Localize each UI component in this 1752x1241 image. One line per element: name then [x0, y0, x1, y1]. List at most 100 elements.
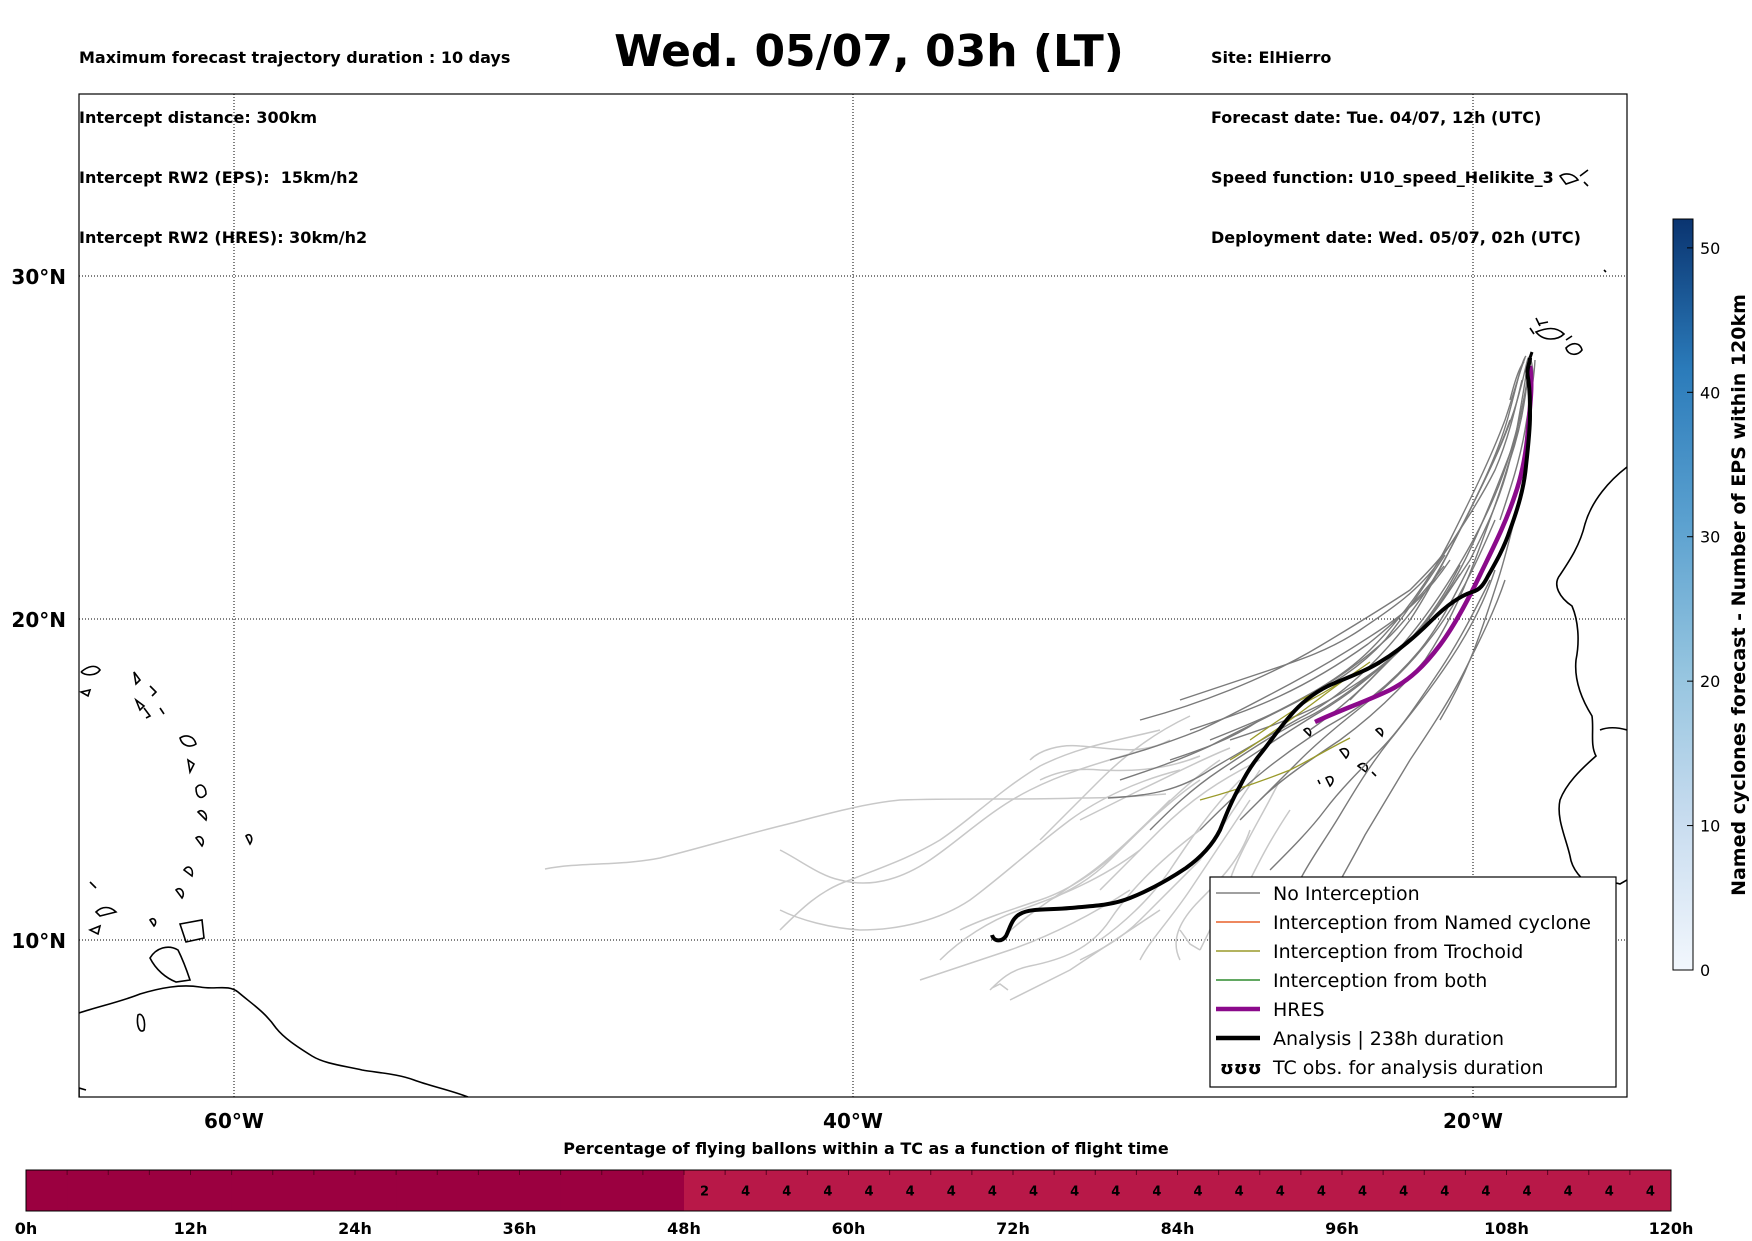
legend-label: Interception from both — [1273, 970, 1487, 992]
colorbar-tick-label: 30 — [1700, 528, 1720, 547]
header-right-line: Forecast date: Tue. 04/07, 12h (UTC) — [1211, 108, 1542, 127]
timebar-cell — [190, 1170, 233, 1211]
map-content: No Interception Interception from Named c… — [79, 94, 1627, 1097]
timebar-cell — [1300, 1170, 1343, 1211]
header-left-line: Intercept RW2 (EPS): 15km/h2 — [79, 168, 359, 187]
timebar-cell — [478, 1170, 520, 1211]
header-right-line: Speed function: U10_speed_Helikite_3 — [1211, 168, 1554, 187]
lon-label: 40°W — [823, 1109, 883, 1133]
timebar-cell — [355, 1170, 397, 1211]
timebar-cell — [1177, 1170, 1220, 1211]
timebar-cell-value: 4 — [947, 1185, 956, 1200]
timebar-tick-label: 12h — [174, 1219, 208, 1238]
timebar-cell-value: 4 — [906, 1185, 915, 1200]
timebar-cell — [889, 1170, 932, 1211]
timebar-cell-value: 4 — [1276, 1185, 1285, 1200]
header-left-line: Intercept RW2 (HRES): 30km/h2 — [79, 228, 368, 247]
lon-label: 20°W — [1443, 1109, 1503, 1133]
timebar-cell — [725, 1170, 767, 1211]
timebar-cell-value: 4 — [865, 1185, 874, 1200]
header-right: Site: ElHierro Forecast date: Tue. 04/07… — [1211, 8, 1581, 268]
legend-label: HRES — [1273, 999, 1325, 1021]
timebar-cell — [766, 1170, 808, 1211]
timebar-cell — [1095, 1170, 1137, 1211]
timebar-cell — [1383, 1170, 1425, 1211]
timebar-cell — [231, 1170, 274, 1211]
timebar-cell-value: 4 — [1235, 1185, 1244, 1200]
timebar-tick-label: 120h — [1649, 1219, 1694, 1238]
timebar-cell — [1136, 1170, 1178, 1211]
timebar-cell-value: 4 — [823, 1185, 832, 1200]
lon-label: 60°W — [204, 1109, 264, 1133]
timebar-cell-value: 4 — [1070, 1185, 1079, 1200]
timebar-cell — [642, 1170, 685, 1211]
timebar-cell — [560, 1170, 603, 1211]
legend-label: Analysis | 238h duration — [1273, 1028, 1504, 1050]
timebar-cell — [26, 1170, 68, 1211]
timebar: 2 4 4 4 4 4 4 4 4 4 4 4 4 4 4 4 4 4 4 4 4 4 4 4 0h 12h 24h 36h 48h 6… — [15, 1169, 1694, 1238]
header-left: Maximum forecast trajectory duration : 1… — [79, 8, 510, 268]
timebar-tick-label: 24h — [338, 1219, 372, 1238]
timebar-cell — [1218, 1170, 1261, 1211]
timebar-cell-value: 4 — [1481, 1185, 1490, 1200]
timebar-cell — [1465, 1170, 1507, 1211]
timebar-tick-label: 84h — [1161, 1219, 1195, 1238]
timebar-cell-value: 4 — [988, 1185, 997, 1200]
timebar-cell — [519, 1170, 562, 1211]
timebar-cell-value: 4 — [1029, 1185, 1038, 1200]
header-left-line: Intercept distance: 300km — [79, 108, 318, 127]
timebar-cell — [1547, 1170, 1590, 1211]
header-right-line: Deployment date: Wed. 05/07, 02h (UTC) — [1211, 228, 1581, 247]
timebar-cell-value: 4 — [1646, 1185, 1655, 1200]
timebar-cell-value: 4 — [1111, 1185, 1120, 1200]
timebar-tick-label: 36h — [503, 1219, 537, 1238]
legend-label: Interception from Named cyclone — [1273, 912, 1591, 934]
timebar-cell — [684, 1170, 726, 1211]
timebar-cell — [1629, 1170, 1672, 1211]
timebar-tick-label: 96h — [1325, 1219, 1359, 1238]
lat-label: 20°N — [11, 608, 66, 632]
timebar-cell — [1054, 1170, 1096, 1211]
colorbar-label: Named cyclones forecast - Number of EPS … — [1728, 294, 1750, 896]
legend-label: No Interception — [1273, 883, 1420, 905]
timebar-cell-value: 4 — [782, 1185, 791, 1200]
legend-label: TC obs. for analysis duration — [1272, 1057, 1544, 1079]
timebar-tick-label: 60h — [832, 1219, 866, 1238]
hres-trajectory — [1314, 365, 1534, 725]
timebar-cell — [1259, 1170, 1302, 1211]
timebar-cell-value: 4 — [1523, 1185, 1532, 1200]
colorbar-tick-label: 50 — [1700, 239, 1720, 258]
legend: No Interception Interception from Named c… — [1209, 876, 1617, 1088]
timebar-cell — [601, 1170, 644, 1211]
timebar-cell-value: 4 — [741, 1185, 750, 1200]
header-left-line: Maximum forecast trajectory duration : 1… — [79, 48, 511, 67]
timebar-cell — [1588, 1170, 1631, 1211]
timebar-cell — [272, 1170, 315, 1211]
colorbar-tick-label: 20 — [1700, 672, 1720, 691]
timebar-cell — [1342, 1170, 1384, 1211]
timebar-title: Percentage of flying ballons within a TC… — [563, 1139, 1169, 1158]
colorbar-tick-label: 10 — [1700, 817, 1720, 836]
timebar-cell — [396, 1170, 438, 1211]
timebar-cell-value: 2 — [700, 1185, 709, 1200]
timebar-cell — [313, 1170, 356, 1211]
colorbar: 0 10 20 30 40 50 Named cyclones forecast - Nu… — [1672, 218, 1750, 980]
timebar-cell-value: 4 — [1605, 1185, 1614, 1200]
header-right-line: Site: ElHierro — [1211, 48, 1332, 67]
page-title: Wed. 05/07, 03h (LT) — [614, 26, 1124, 77]
timebar-cell — [1424, 1170, 1466, 1211]
lat-label: 30°N — [11, 265, 66, 289]
timebar-cell — [108, 1170, 150, 1211]
timebar-cell — [437, 1170, 479, 1211]
timebar-cell — [807, 1170, 849, 1211]
timebar-tick-label: 48h — [667, 1219, 701, 1238]
timebar-cell — [1506, 1170, 1549, 1211]
lat-label: 10°N — [11, 929, 66, 953]
timebar-cell — [149, 1170, 191, 1211]
legend-symbol: ʊʊʊ — [1220, 1058, 1262, 1079]
timebar-cell-value: 4 — [1317, 1185, 1326, 1200]
map-frame — [78, 93, 1628, 1098]
timebar-cell-value: 4 — [1564, 1185, 1573, 1200]
legend-label: Interception from Trochoid — [1273, 941, 1523, 963]
